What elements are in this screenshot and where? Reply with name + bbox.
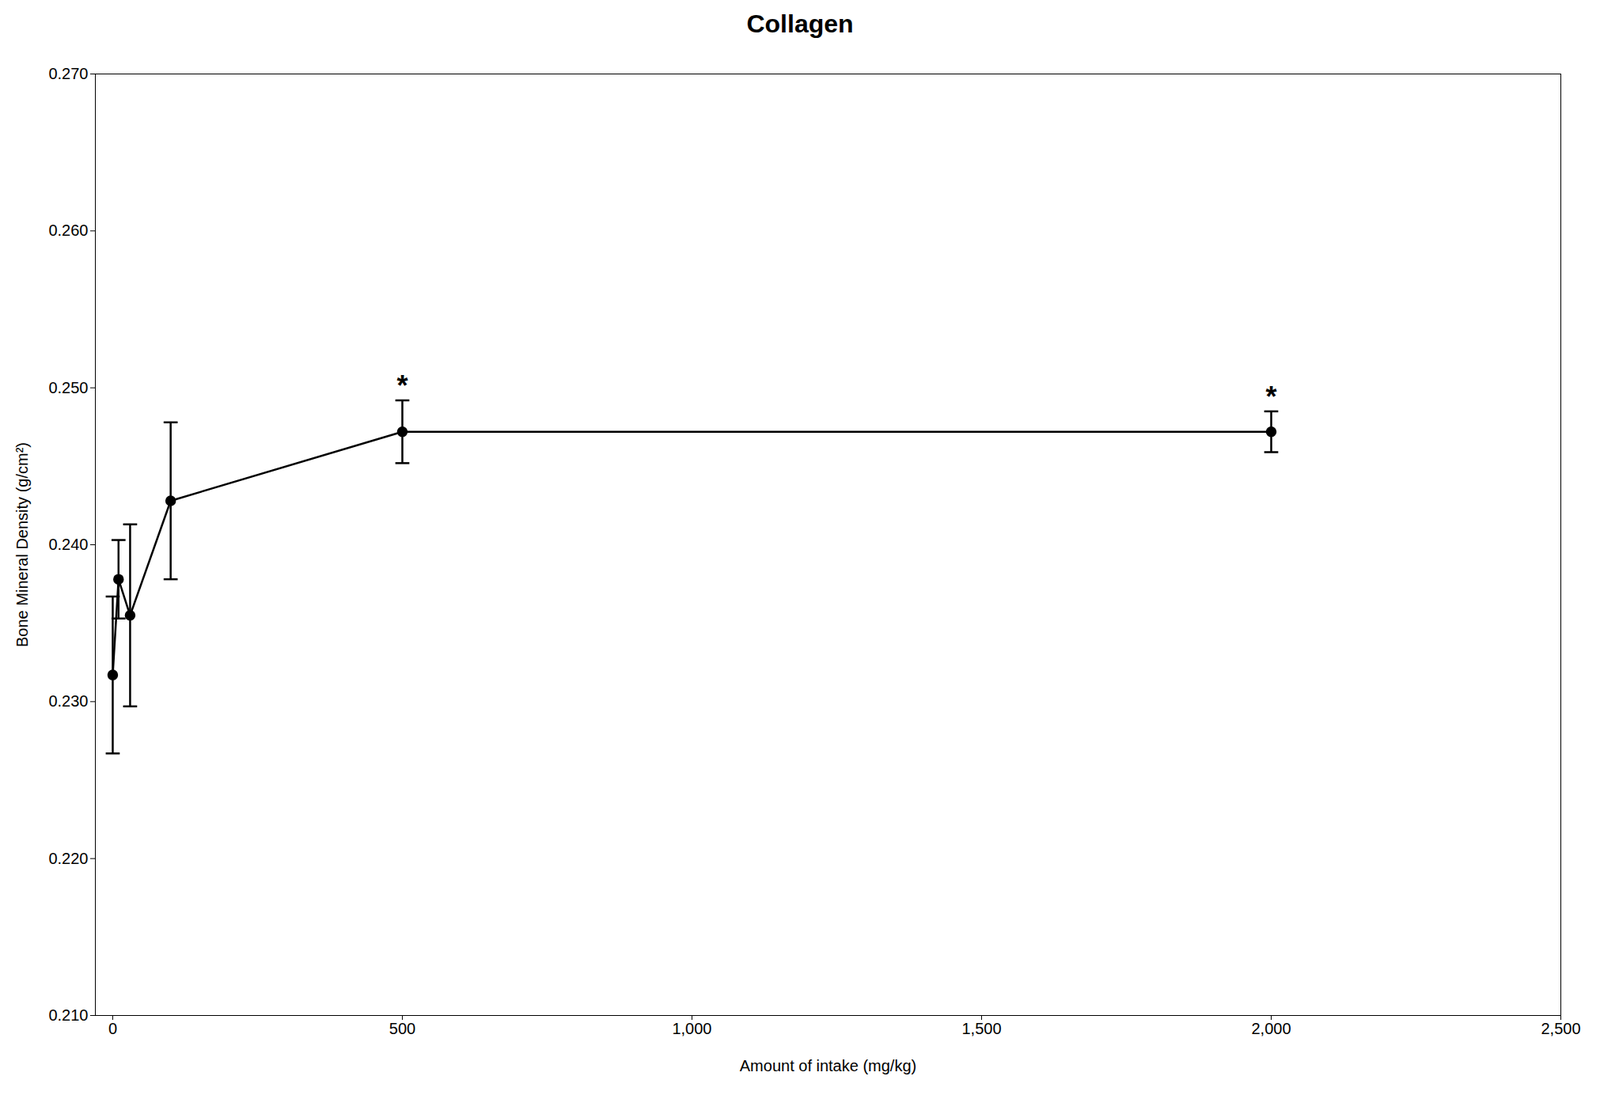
svg-text:0.250: 0.250 (48, 379, 88, 397)
svg-text:0.240: 0.240 (48, 535, 88, 554)
html-text:Collagen: Collagen (746, 9, 854, 38)
svg-text:Amount of intake (mg/kg): Amount of intake (mg/kg) (739, 1057, 917, 1075)
svg-text:*: * (396, 369, 408, 402)
svg-text:0.220: 0.220 (48, 849, 88, 868)
svg-text:0.230: 0.230 (48, 692, 88, 710)
svg-text:*: * (1265, 380, 1277, 414)
svg-text:500: 500 (389, 1019, 416, 1038)
svg-text:0.210: 0.210 (48, 1006, 88, 1024)
svg-text:0: 0 (108, 1019, 118, 1038)
svg-text:1,500: 1,500 (961, 1019, 1001, 1038)
svg-text:0.270: 0.270 (48, 64, 88, 83)
svg-text:Bone Mineral Density (g/cm²): Bone Mineral Density (g/cm²) (13, 442, 31, 648)
svg-text:1,000: 1,000 (671, 1019, 712, 1038)
svg-text:0.260: 0.260 (48, 221, 88, 239)
svg-text:2,500: 2,500 (1540, 1019, 1581, 1038)
svg-text:2,000: 2,000 (1251, 1019, 1291, 1038)
